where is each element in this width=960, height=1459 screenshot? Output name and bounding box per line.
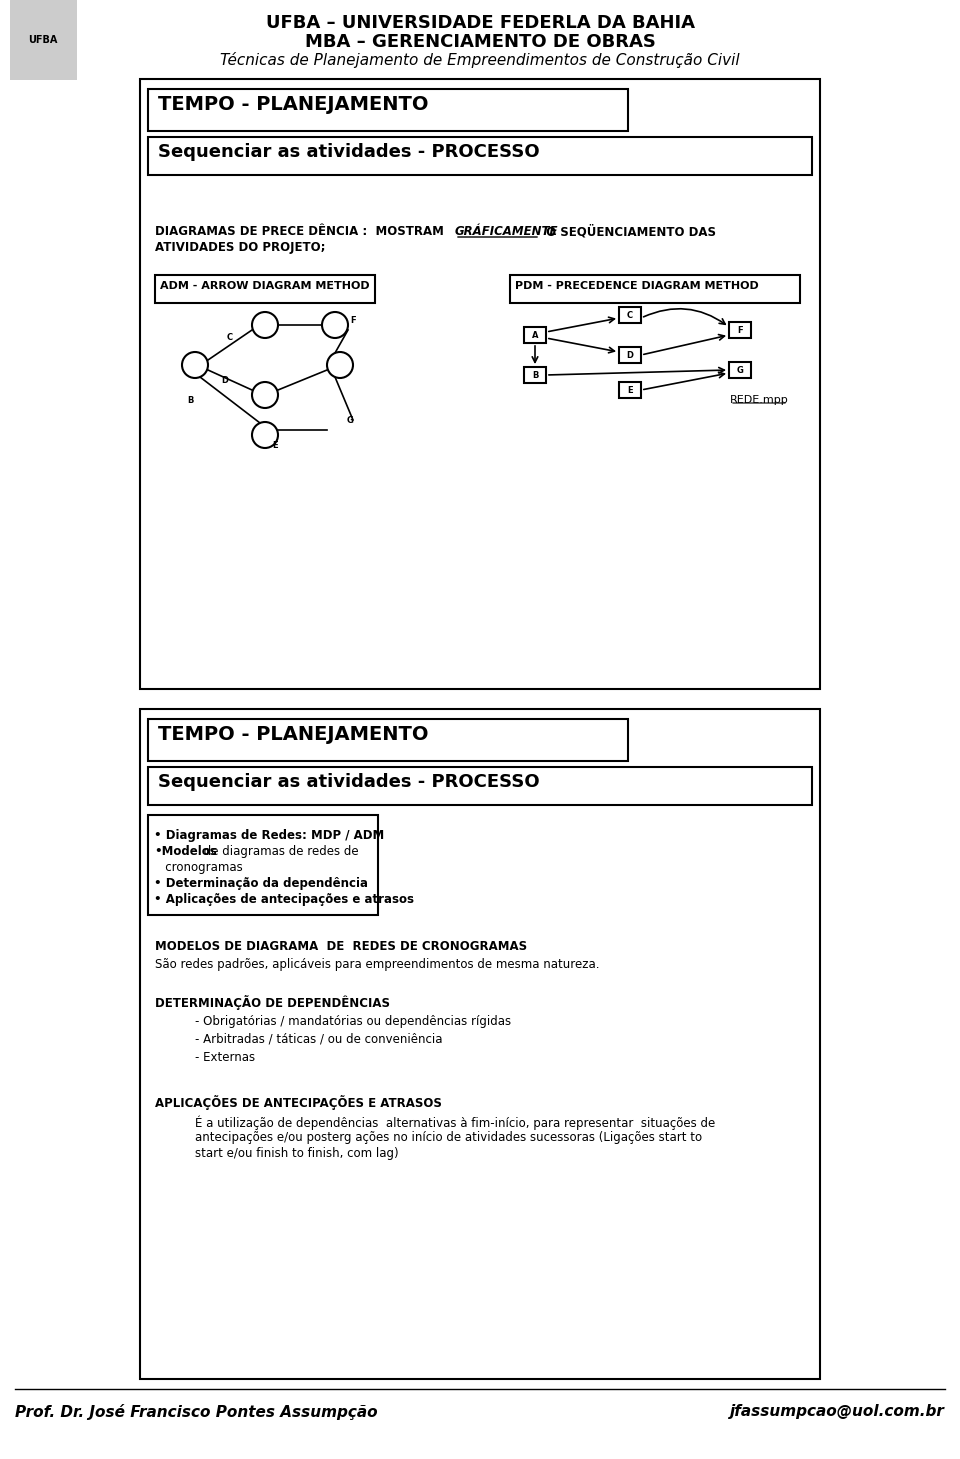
Text: Prof. Dr. José Francisco Pontes Assumpção: Prof. Dr. José Francisco Pontes Assumpçã…	[15, 1404, 377, 1420]
Text: UFBA: UFBA	[29, 35, 58, 45]
Text: - Arbitradas / táticas / ou de conveniência: - Arbitradas / táticas / ou de conveniên…	[195, 1033, 443, 1046]
Text: F: F	[737, 325, 743, 334]
Text: São redes padrões, aplicáveis para empreendimentos de mesma natureza.: São redes padrões, aplicáveis para empre…	[155, 959, 599, 972]
Bar	[148, 767, 812, 805]
Text: D: D	[222, 375, 228, 385]
Bar	[619, 347, 641, 363]
Bar	[619, 382, 641, 398]
Bar	[148, 137, 812, 175]
Text: MODELOS DE DIAGRAMA  DE  REDES DE CRONOGRAMAS: MODELOS DE DIAGRAMA DE REDES DE CRONOGRA…	[155, 940, 527, 953]
Text: de diagramas de redes de: de diagramas de redes de	[200, 845, 359, 858]
Bar	[148, 719, 628, 762]
Circle shape	[182, 352, 208, 378]
Text: B: B	[532, 371, 539, 379]
Bar	[148, 89, 628, 131]
Text: C: C	[627, 311, 633, 320]
Text: DIAGRAMAS DE PRECE DÊNCIA :  MOSTRAM: DIAGRAMAS DE PRECE DÊNCIA : MOSTRAM	[155, 225, 448, 238]
Bar	[524, 368, 546, 384]
Text: G: G	[736, 366, 743, 375]
Bar	[619, 306, 641, 322]
Text: DETERMINAÇÃO DE DEPENDÊNCIAS: DETERMINAÇÃO DE DEPENDÊNCIAS	[155, 995, 390, 1010]
Text: D: D	[627, 350, 634, 359]
Text: Técnicas de Planejamento de Empreendimentos de Construção Civil: Técnicas de Planejamento de Empreendimen…	[220, 53, 740, 69]
Text: TEMPO - PLANEJAMENTO: TEMPO - PLANEJAMENTO	[158, 95, 428, 114]
Circle shape	[252, 382, 278, 409]
Text: MBA – GERENCIAMENTO DE OBRAS: MBA – GERENCIAMENTO DE OBRAS	[304, 34, 656, 51]
Bar	[140, 79, 820, 689]
Text: Sequenciar as atividades - PROCESSO: Sequenciar as atividades - PROCESSO	[158, 143, 540, 160]
Text: G: G	[347, 416, 353, 425]
Text: O SEQÜENCIAMENTO DAS: O SEQÜENCIAMENTO DAS	[542, 225, 716, 238]
Circle shape	[252, 312, 278, 338]
Text: • Aplicações de antecipações e atrasos: • Aplicações de antecipações e atrasos	[154, 893, 414, 906]
Bar	[155, 274, 375, 303]
Text: • Determinação da dependência: • Determinação da dependência	[154, 877, 368, 890]
Text: start e/ou finish to finish, com lag): start e/ou finish to finish, com lag)	[195, 1147, 398, 1160]
Circle shape	[322, 312, 348, 338]
Text: PDM - PRECEDENCE DIAGRAM METHOD: PDM - PRECEDENCE DIAGRAM METHOD	[515, 282, 758, 290]
Text: B: B	[187, 395, 193, 404]
Text: • Diagramas de Redes: MDP / ADM: • Diagramas de Redes: MDP / ADM	[154, 829, 384, 842]
Text: ADM - ARROW DIAGRAM METHOD: ADM - ARROW DIAGRAM METHOD	[160, 282, 370, 290]
Text: TEMPO - PLANEJAMENTO: TEMPO - PLANEJAMENTO	[158, 725, 428, 744]
Text: É a utilização de dependências  alternativas à fim-início, para representar  sit: É a utilização de dependências alternati…	[195, 1115, 715, 1129]
Bar	[148, 816, 378, 915]
Bar	[140, 709, 820, 1379]
Circle shape	[327, 352, 353, 378]
Text: jfassumpcao@uol.com.br: jfassumpcao@uol.com.br	[731, 1404, 945, 1420]
Text: ATIVIDADES DO PROJETO;: ATIVIDADES DO PROJETO;	[155, 241, 325, 254]
Text: GRÁFICAMENTE: GRÁFICAMENTE	[455, 225, 559, 238]
Text: - Externas: - Externas	[195, 1050, 255, 1064]
Text: REDE.mpp: REDE.mpp	[730, 395, 789, 406]
Bar	[729, 362, 751, 378]
Circle shape	[252, 422, 278, 448]
Bar	[729, 322, 751, 338]
Text: Sequenciar as atividades - PROCESSO: Sequenciar as atividades - PROCESSO	[158, 773, 540, 791]
Text: antecipações e/ou posterg ações no início de atividades sucessoras (Ligações sta: antecipações e/ou posterg ações no iníci…	[195, 1131, 702, 1144]
Text: cronogramas: cronogramas	[154, 861, 243, 874]
Text: UFBA – UNIVERSIDADE FEDERLA DA BAHIA: UFBA – UNIVERSIDADE FEDERLA DA BAHIA	[266, 15, 694, 32]
Text: E: E	[273, 441, 277, 449]
Text: APLICAÇÕES DE ANTECIPAÇÕES E ATRASOS: APLICAÇÕES DE ANTECIPAÇÕES E ATRASOS	[155, 1096, 442, 1110]
Bar	[510, 274, 800, 303]
Text: F: F	[350, 315, 356, 324]
Text: •Modelos: •Modelos	[154, 845, 217, 858]
Text: C: C	[227, 333, 233, 341]
Text: E: E	[627, 385, 633, 394]
Bar	[524, 327, 546, 343]
Text: A: A	[532, 331, 539, 340]
Text: - Obrigatórias / mandatórias ou dependências rígidas: - Obrigatórias / mandatórias ou dependên…	[195, 1015, 511, 1029]
